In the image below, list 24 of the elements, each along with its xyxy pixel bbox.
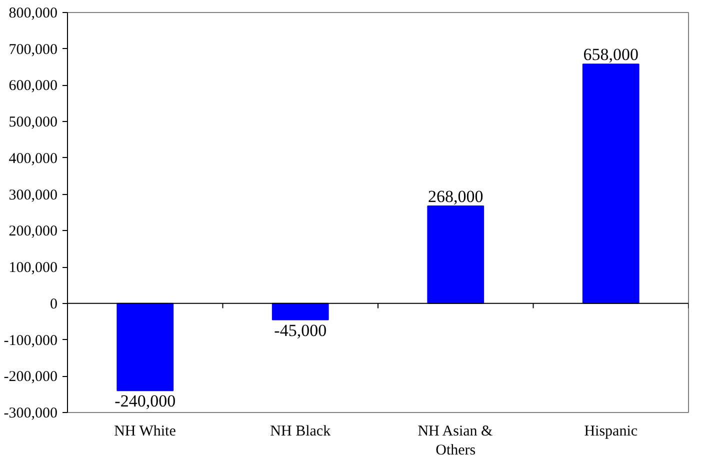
y-tick-label: 100,000 xyxy=(8,260,58,276)
x-tick-label: NH Black xyxy=(270,424,332,440)
y-tick-label: 600,000 xyxy=(8,78,58,94)
data-label: 268,000 xyxy=(428,186,484,206)
y-tick-label: 500,000 xyxy=(8,114,58,131)
x-tick-label: Hispanic xyxy=(584,424,638,440)
x-tick-label: NH Asian & Others xyxy=(418,424,494,459)
y-tick-label: 300,000 xyxy=(8,187,58,204)
y-tick-label: -300,000 xyxy=(4,406,58,422)
y-tick-label: -100,000 xyxy=(4,332,58,349)
data-label: -45,000 xyxy=(274,320,327,340)
x-tick-label: NH White xyxy=(114,424,176,440)
bar xyxy=(116,302,174,392)
y-tick-label: 0 xyxy=(50,296,58,312)
data-label: -240,000 xyxy=(114,392,176,411)
y-tick-label: 700,000 xyxy=(8,42,58,58)
y-tick-label: 200,000 xyxy=(8,224,58,240)
y-tick-label: 400,000 xyxy=(8,150,58,167)
data-label: 658,000 xyxy=(583,45,638,64)
y-tick-label: 800,000 xyxy=(8,6,58,22)
bar xyxy=(582,64,640,304)
y-tick-label: -200,000 xyxy=(4,369,58,386)
bar xyxy=(427,205,484,304)
bar xyxy=(272,302,329,320)
